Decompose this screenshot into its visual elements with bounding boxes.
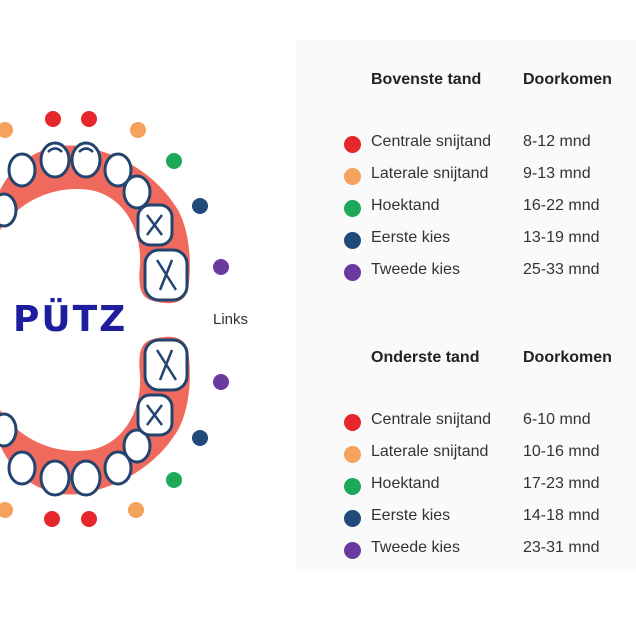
lower-tooth xyxy=(103,450,133,486)
upper-tooth xyxy=(103,152,133,188)
dot-laterale xyxy=(128,502,144,518)
dot-eerste-kies xyxy=(192,430,208,446)
row-name: Hoektand xyxy=(371,197,440,214)
row-time: 8-12 mnd xyxy=(523,133,591,150)
legend-dot xyxy=(344,478,361,495)
row-time: 25-33 mnd xyxy=(523,261,600,278)
row-name: Hoektand xyxy=(371,475,440,492)
dot-eerste-kies xyxy=(192,198,208,214)
dot-laterale xyxy=(130,122,146,138)
legend-dot xyxy=(344,414,361,431)
legend-dot xyxy=(344,168,361,185)
lower-tooth xyxy=(39,459,71,497)
dot-tweede-kies xyxy=(213,259,229,275)
lower-tooth xyxy=(122,428,152,464)
dot-centrale xyxy=(81,511,97,527)
row-time: 6-10 mnd xyxy=(523,411,591,428)
legend-dot xyxy=(344,200,361,217)
row-time: 10-16 mnd xyxy=(523,443,600,460)
row-time: 14-18 mnd xyxy=(523,507,600,524)
row-name: Centrale snijtand xyxy=(371,133,492,150)
row-name: Laterale snijtand xyxy=(371,443,489,460)
upper-tooth xyxy=(7,152,37,188)
dot-hoektand xyxy=(166,153,182,169)
legend-dot xyxy=(344,232,361,249)
dot-centrale xyxy=(81,111,97,127)
row-name: Eerste kies xyxy=(371,507,451,524)
legend-dot xyxy=(344,136,361,153)
dot-laterale xyxy=(0,502,13,518)
row-time: 23-31 mnd xyxy=(523,539,600,556)
lower-tooth xyxy=(0,412,18,448)
brand-logo: PÜTZ xyxy=(13,299,128,340)
upper-tooth xyxy=(122,174,152,210)
lower-tooth xyxy=(7,450,37,486)
legend-dot xyxy=(344,264,361,281)
teeth-diagram xyxy=(0,111,229,527)
legend-dot xyxy=(344,446,361,463)
dot-tweede-kies xyxy=(213,374,229,390)
row-name: Tweede kies xyxy=(371,539,460,556)
lower-header-time: Doorkomen xyxy=(523,349,612,366)
dot-laterale xyxy=(0,122,13,138)
upper-header-time: Doorkomen xyxy=(523,71,612,88)
row-name: Eerste kies xyxy=(371,229,451,246)
dot-centrale xyxy=(44,511,60,527)
row-name: Centrale snijtand xyxy=(371,411,492,428)
row-time: 9-13 mnd xyxy=(523,165,591,182)
row-time: 17-23 mnd xyxy=(523,475,600,492)
legend-dot xyxy=(344,510,361,527)
lower-tooth xyxy=(70,459,102,497)
side-label: Links xyxy=(213,311,249,328)
dot-centrale xyxy=(45,111,61,127)
upper-header-tooth: Bovenste tand xyxy=(371,71,482,88)
row-time: 13-19 mnd xyxy=(523,229,600,246)
upper-tooth xyxy=(0,192,18,228)
dot-hoektand xyxy=(166,472,182,488)
lower-header-tooth: Onderste tand xyxy=(371,349,480,366)
legend-dot xyxy=(344,542,361,559)
row-name: Tweede kies xyxy=(371,261,460,278)
row-time: 16-22 mnd xyxy=(523,197,600,214)
row-name: Laterale snijtand xyxy=(371,165,489,182)
